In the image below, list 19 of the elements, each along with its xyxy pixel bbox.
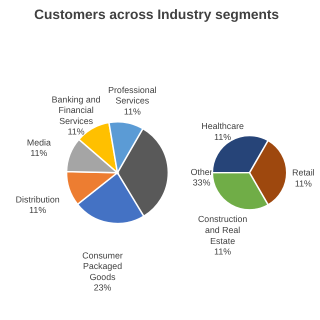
- data-label: 11%: [294, 178, 312, 188]
- slice-label: Healthcare: [201, 121, 244, 132]
- data-label: 11%: [214, 246, 232, 257]
- slice-label: Distribution: [16, 194, 60, 204]
- data-label: 11%: [68, 126, 85, 137]
- data-label: 11%: [214, 132, 232, 142]
- data-label: 11%: [124, 106, 141, 116]
- data-label: 11%: [29, 205, 46, 216]
- data-label: 23%: [94, 282, 112, 293]
- chart-title: Customers across Industry segments: [34, 7, 280, 22]
- data-label: 11%: [30, 148, 48, 158]
- slice-label: Consumer Packaged Goods: [82, 250, 123, 282]
- slice-label: Retail: [292, 168, 315, 178]
- slice-label: Construction and Real Estate: [198, 214, 248, 246]
- slice-label: Professional Services: [108, 84, 157, 106]
- slice-label: Other: [190, 166, 213, 177]
- slice-label: Media: [26, 137, 51, 148]
- data-label: 33%: [192, 178, 211, 188]
- slice-label: Banking and Financial Services: [52, 94, 101, 126]
